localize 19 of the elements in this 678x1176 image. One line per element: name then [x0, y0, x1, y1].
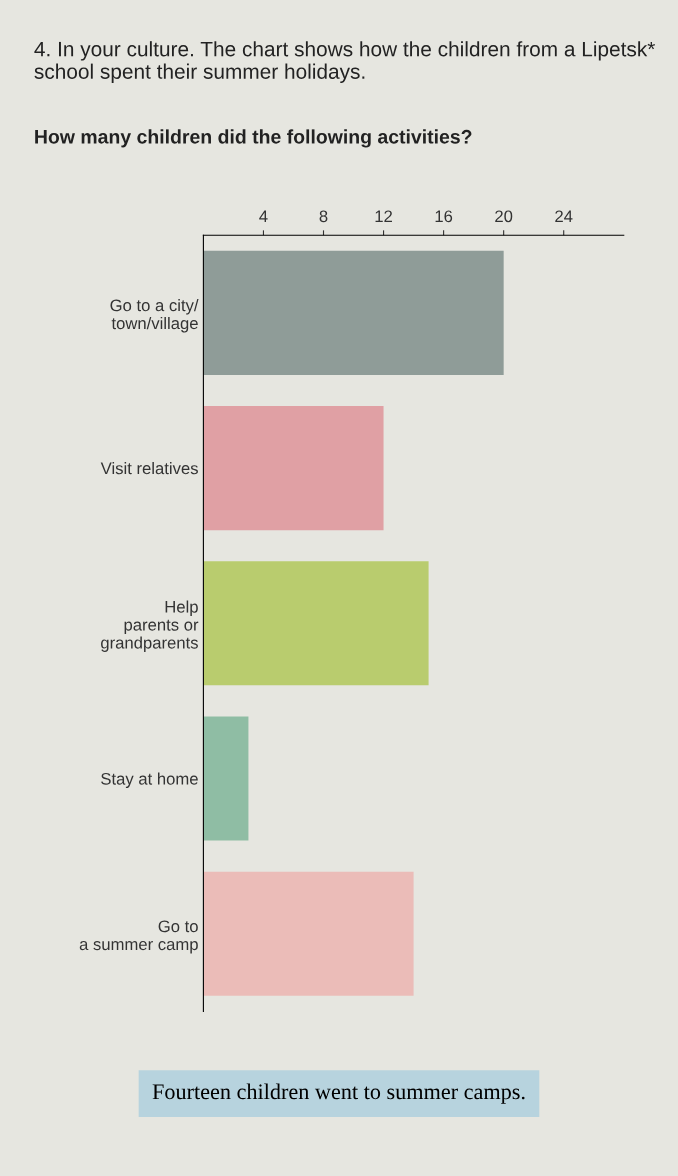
bar	[203, 716, 249, 841]
x-tick-label: 24	[555, 210, 573, 223]
bar	[203, 871, 414, 996]
y-tick-label: Visit relatives	[100, 462, 198, 475]
y-tick-label: Stay at home	[101, 772, 198, 789]
chart-subtitle: How many children did the following activities?	[35, 129, 472, 148]
y-tick-label: Go to a city/ town/village	[110, 299, 199, 333]
y-tick-label: Go to a summer camp	[79, 920, 198, 954]
bar	[203, 405, 384, 531]
text: Fourteen children went to summer camps.	[152, 1083, 525, 1104]
bar	[203, 561, 429, 686]
chart-title: 4. In your culture. The chart shows how the children from a Lipetsk* school spent their summer holidays.	[34, 41, 656, 84]
x-tick-label: 4	[259, 210, 268, 223]
x-tick-label: 8	[319, 210, 328, 223]
x-tick-label: 16	[435, 210, 453, 223]
x-tick-label: 20	[495, 210, 513, 223]
x-tick-label: 12	[375, 210, 392, 223]
y-tick-label: Help parents or grandparents	[101, 600, 199, 652]
bar	[203, 250, 504, 375]
